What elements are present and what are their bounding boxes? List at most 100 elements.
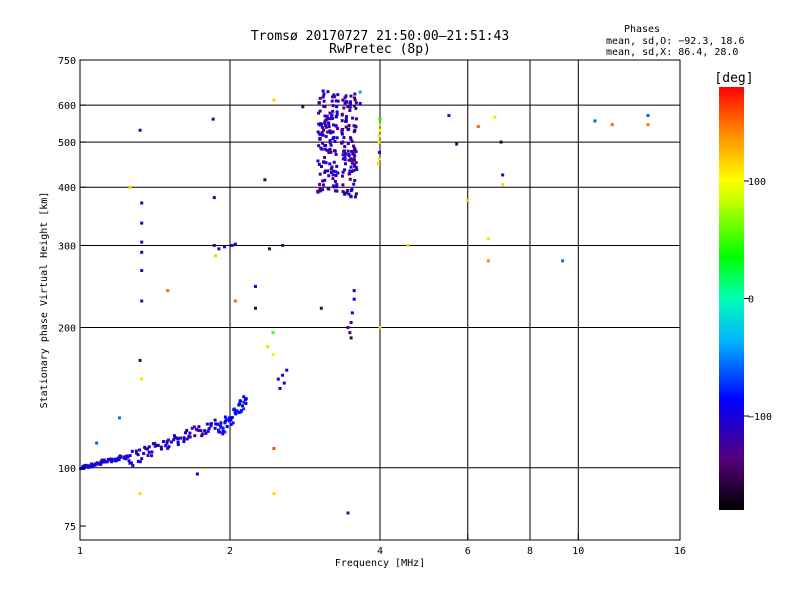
data-point bbox=[276, 377, 280, 381]
data-point bbox=[344, 120, 348, 124]
y-tick-label: 500 bbox=[58, 138, 76, 149]
data-point bbox=[271, 331, 275, 335]
data-point bbox=[166, 438, 170, 442]
data-point bbox=[610, 123, 614, 127]
data-point bbox=[349, 321, 353, 325]
data-point bbox=[134, 449, 138, 453]
data-point bbox=[172, 438, 176, 442]
data-point bbox=[340, 128, 344, 132]
data-point bbox=[185, 437, 189, 441]
data-point bbox=[336, 127, 340, 131]
data-point bbox=[349, 165, 353, 169]
data-point bbox=[336, 171, 340, 175]
data-point bbox=[230, 243, 234, 247]
data-point bbox=[342, 106, 346, 110]
data-point bbox=[271, 353, 275, 357]
data-point bbox=[213, 418, 217, 422]
data-point bbox=[231, 421, 235, 425]
data-point bbox=[342, 149, 346, 153]
data-point bbox=[352, 104, 356, 108]
data-point bbox=[353, 154, 357, 158]
data-point bbox=[327, 187, 331, 191]
data-point bbox=[340, 112, 344, 116]
data-point bbox=[100, 458, 104, 462]
data-point bbox=[97, 462, 101, 466]
data-point bbox=[335, 115, 339, 119]
data-point bbox=[179, 436, 183, 440]
data-point bbox=[119, 455, 123, 459]
stats-line-x: mean, sd,X: 86.4, 28.0 bbox=[606, 47, 738, 58]
x-axis-label: Frequency [MHz] bbox=[335, 558, 425, 569]
data-point bbox=[343, 192, 347, 196]
data-point bbox=[354, 161, 358, 165]
data-point bbox=[105, 460, 109, 464]
data-point bbox=[455, 142, 459, 146]
data-point bbox=[173, 436, 177, 440]
data-point bbox=[340, 174, 344, 178]
y-tick-label: 600 bbox=[58, 101, 76, 112]
data-point bbox=[242, 400, 246, 404]
data-point bbox=[348, 105, 352, 109]
data-point bbox=[93, 463, 97, 467]
data-point bbox=[346, 326, 350, 330]
data-point bbox=[353, 92, 357, 96]
data-point bbox=[172, 434, 176, 438]
data-point bbox=[140, 377, 144, 381]
data-point bbox=[334, 124, 338, 128]
data-point bbox=[237, 411, 241, 415]
data-point bbox=[331, 137, 335, 141]
data-point bbox=[192, 425, 196, 429]
y-tick-label: 100 bbox=[58, 464, 76, 475]
data-point bbox=[167, 445, 171, 449]
data-point bbox=[354, 149, 358, 153]
data-point bbox=[329, 167, 333, 171]
data-point bbox=[221, 426, 225, 430]
data-point bbox=[350, 161, 354, 165]
data-point bbox=[317, 111, 321, 115]
data-point bbox=[159, 445, 163, 449]
data-point bbox=[95, 441, 99, 445]
data-point bbox=[347, 172, 351, 176]
data-point bbox=[205, 422, 209, 426]
data-points bbox=[79, 89, 650, 515]
data-point bbox=[378, 326, 382, 330]
data-point bbox=[327, 174, 331, 178]
data-point bbox=[318, 182, 322, 186]
data-point bbox=[239, 409, 243, 413]
data-point bbox=[345, 191, 349, 195]
data-point bbox=[345, 100, 349, 104]
data-point bbox=[321, 141, 325, 145]
data-point bbox=[340, 141, 344, 145]
colorbar-label: [deg] bbox=[714, 71, 753, 86]
data-point bbox=[352, 162, 356, 166]
data-point bbox=[466, 198, 470, 202]
data-point bbox=[321, 95, 325, 99]
data-point bbox=[229, 418, 233, 422]
data-point bbox=[319, 122, 323, 126]
data-point bbox=[331, 95, 335, 99]
data-point bbox=[233, 299, 237, 303]
data-point bbox=[476, 124, 480, 128]
data-point bbox=[501, 173, 505, 177]
y-tick-label: 300 bbox=[58, 241, 76, 252]
data-point bbox=[324, 123, 328, 127]
data-point bbox=[235, 409, 239, 413]
data-point bbox=[377, 140, 381, 144]
data-point bbox=[135, 451, 139, 455]
data-point bbox=[377, 157, 381, 161]
data-point bbox=[233, 408, 237, 412]
data-point bbox=[209, 424, 213, 428]
data-point bbox=[223, 430, 227, 434]
data-point bbox=[324, 144, 328, 148]
data-point bbox=[336, 99, 340, 103]
data-point bbox=[326, 90, 330, 94]
colorbar-tick-label: 100 bbox=[748, 177, 766, 188]
data-point bbox=[213, 426, 217, 430]
colorbar bbox=[719, 87, 744, 510]
x-tick-label: 2 bbox=[227, 546, 233, 557]
data-point bbox=[341, 170, 345, 174]
data-point bbox=[348, 169, 352, 173]
data-point bbox=[272, 492, 276, 496]
data-point bbox=[335, 136, 339, 140]
data-point bbox=[378, 123, 382, 127]
